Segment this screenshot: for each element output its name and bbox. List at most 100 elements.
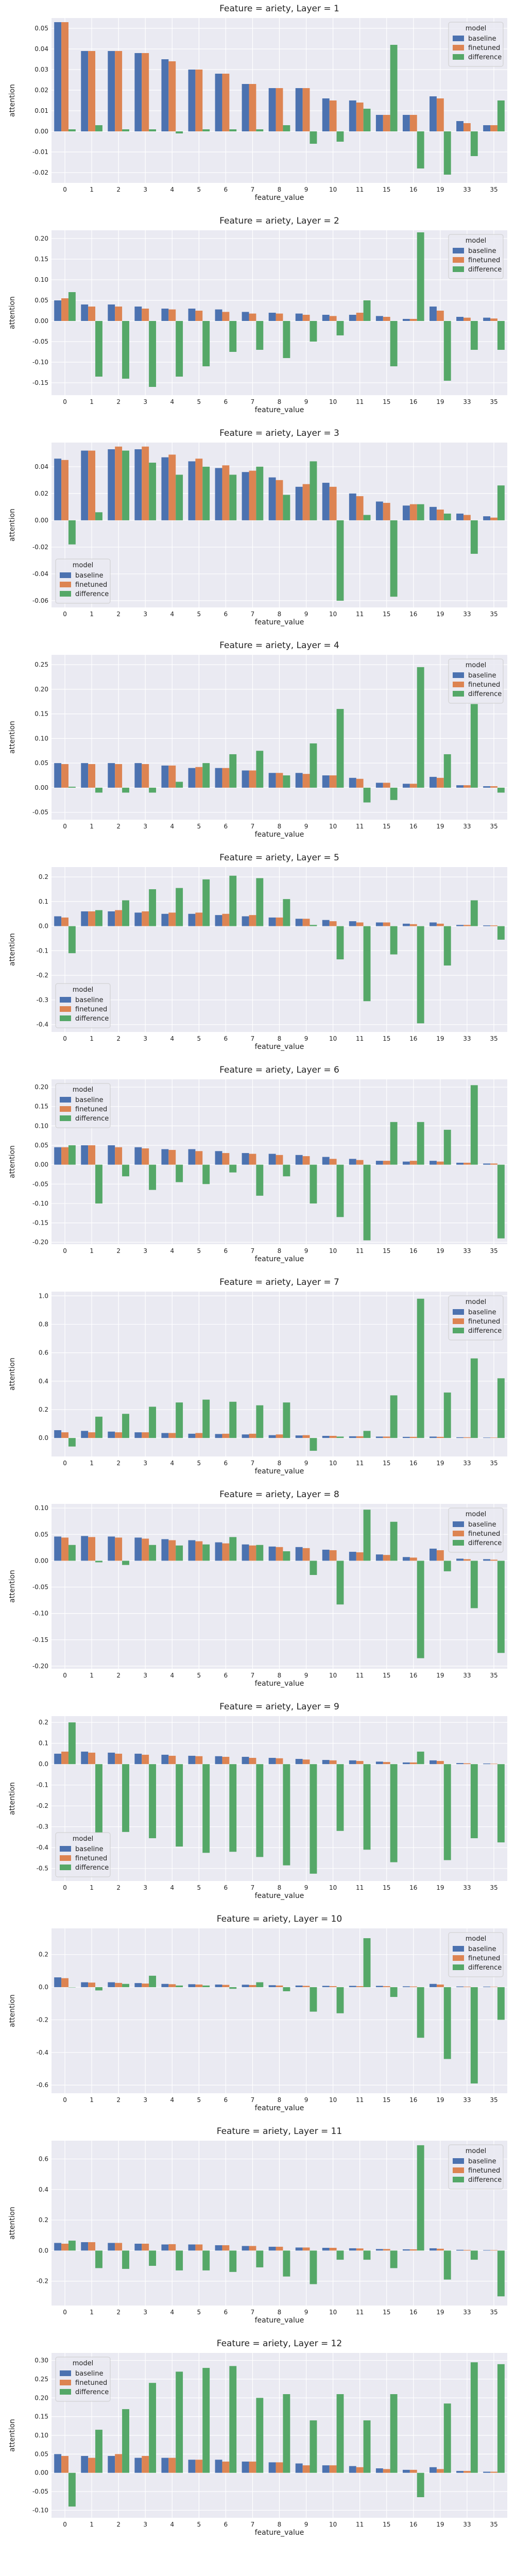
x-tick-label: 7 <box>251 2096 255 2104</box>
bar-finetuned <box>276 313 283 321</box>
bar-baseline <box>483 516 491 520</box>
bar-difference <box>470 321 478 350</box>
bar-baseline <box>295 1985 303 1988</box>
x-tick-label: 16 <box>409 611 417 618</box>
x-tick-label: 4 <box>170 186 174 193</box>
y-tick-label: 0.6 <box>39 2156 48 2163</box>
x-tick-label: 19 <box>436 2521 444 2528</box>
bar-baseline <box>322 1986 330 1988</box>
x-tick-label: 3 <box>143 398 147 405</box>
x-tick-label: 7 <box>251 1672 255 1679</box>
x-tick-label: 15 <box>383 1460 390 1467</box>
y-tick-label: 0.0 <box>39 923 48 930</box>
y-tick-label: -0.10 <box>32 2506 48 2514</box>
bar-finetuned <box>142 911 149 926</box>
bar-baseline <box>188 1149 196 1165</box>
bar-difference <box>283 495 290 520</box>
legend-swatch-finetuned <box>60 1855 71 1861</box>
bar-baseline <box>54 1147 62 1165</box>
bar-finetuned <box>195 459 203 520</box>
bar-difference <box>336 709 344 788</box>
y-tick-label: 0.20 <box>35 686 48 693</box>
bar-finetuned <box>115 1537 123 1561</box>
bar-difference <box>149 1764 157 1838</box>
bar-baseline <box>456 317 464 321</box>
y-tick-label: -0.2 <box>37 972 48 979</box>
bar-difference <box>256 1164 264 1196</box>
bar-difference <box>390 1521 398 1561</box>
bar-finetuned <box>168 309 176 321</box>
x-tick-label: 19 <box>436 1460 444 1467</box>
x-tick-label: 11 <box>356 1884 364 1891</box>
bar-difference <box>390 2250 398 2268</box>
legend-title: model <box>73 1835 93 1843</box>
bar-baseline <box>54 2243 62 2251</box>
x-tick-label: 3 <box>143 1672 147 1679</box>
legend-label-finetuned: finetuned <box>468 2167 500 2175</box>
bar-difference <box>310 743 317 788</box>
x-tick-label: 6 <box>224 2521 228 2528</box>
bar-finetuned <box>88 2242 96 2251</box>
x-tick-label: 6 <box>224 1247 228 1255</box>
bar-difference <box>176 2371 183 2473</box>
x-tick-label: 1 <box>90 2309 94 2316</box>
bar-baseline <box>483 2471 491 2473</box>
legend-swatch-difference <box>453 54 464 60</box>
x-tick-label: 10 <box>329 186 337 193</box>
bar-baseline <box>430 506 437 520</box>
bar-finetuned <box>409 784 417 788</box>
bar-baseline <box>295 1435 303 1438</box>
bar-difference <box>95 1764 102 1833</box>
bar-baseline <box>81 304 89 321</box>
bar-difference <box>336 926 344 960</box>
x-tick-label: 0 <box>63 1884 67 1891</box>
bar-difference <box>283 2250 290 2277</box>
x-tick-label: 8 <box>278 186 282 193</box>
bar-baseline <box>188 913 196 926</box>
bar-finetuned <box>409 1161 417 1165</box>
legend-swatch-finetuned <box>453 682 464 687</box>
y-tick-label: -0.4 <box>37 1021 48 1028</box>
bar-difference <box>283 1551 290 1561</box>
y-tick-label: -0.10 <box>32 359 48 366</box>
bar-finetuned <box>490 786 497 788</box>
bar-difference <box>229 129 237 131</box>
bar-finetuned <box>356 1160 364 1165</box>
y-tick-label: -0.05 <box>32 338 48 345</box>
bar-baseline <box>215 468 222 520</box>
bar-baseline <box>242 2461 249 2473</box>
y-tick-label: 0.30 <box>35 2357 48 2364</box>
bar-difference <box>149 787 157 793</box>
bar-difference <box>390 926 398 955</box>
legend-label-difference: difference <box>75 1115 109 1123</box>
bar-baseline <box>242 1544 249 1561</box>
x-tick-label: 10 <box>329 823 337 830</box>
bar-finetuned <box>222 1756 230 1765</box>
x-tick-label: 33 <box>463 2521 471 2528</box>
x-tick-label: 1 <box>90 2096 94 2104</box>
y-axis-label: attention <box>8 84 16 117</box>
bar-baseline <box>188 768 196 788</box>
bar-baseline <box>322 2248 330 2251</box>
y-axis-label: attention <box>8 296 16 329</box>
bar-finetuned <box>463 785 471 788</box>
bar-baseline <box>108 51 115 131</box>
legend-label-baseline: baseline <box>468 1521 496 1529</box>
bar-baseline <box>215 2245 222 2251</box>
bar-finetuned <box>195 2244 203 2251</box>
bar-finetuned <box>329 775 337 788</box>
x-tick-label: 2 <box>116 2309 121 2316</box>
legend-title: model <box>73 562 93 569</box>
bar-baseline <box>134 449 142 520</box>
bar-difference <box>176 1545 183 1561</box>
y-tick-label: 0.2 <box>39 1719 48 1726</box>
bar-finetuned <box>195 1756 203 1765</box>
bar-baseline <box>483 1437 491 1438</box>
bar-finetuned <box>356 1986 364 1988</box>
bar-finetuned <box>115 1982 123 1988</box>
bar-difference <box>470 131 478 156</box>
